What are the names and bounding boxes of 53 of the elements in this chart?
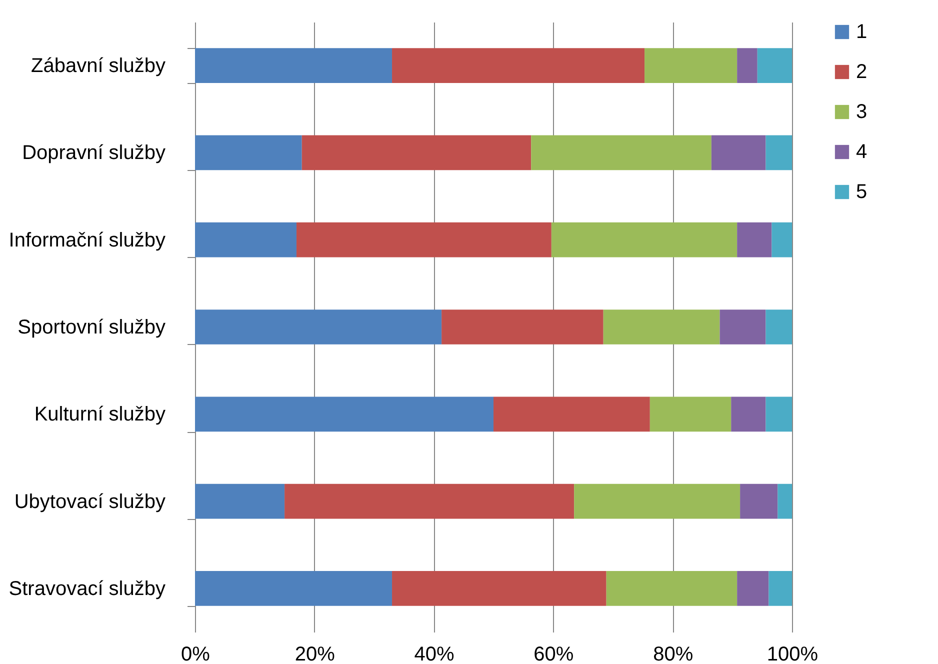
legend-label: 3 [856, 101, 868, 123]
bar [551, 222, 738, 258]
bar [766, 310, 792, 344]
bar [737, 48, 758, 83]
bar [494, 396, 650, 432]
bar [766, 135, 792, 170]
bar [442, 310, 604, 344]
bar [195, 48, 392, 83]
bar [720, 310, 766, 344]
y-tick-label: Ubytovací služby [14, 490, 166, 513]
bar [195, 484, 285, 519]
y-tick-label: Stravovací služby [8, 578, 166, 600]
x-tick-label: 40% [414, 644, 455, 664]
bar [392, 571, 606, 606]
legend-label: 4 [856, 141, 868, 163]
bar [711, 135, 766, 170]
bar [574, 484, 740, 519]
bar [195, 310, 442, 344]
bar [757, 48, 792, 83]
bar [392, 48, 645, 83]
bar [766, 396, 792, 432]
bar [195, 135, 302, 170]
x-tick-label: 100% [766, 644, 818, 664]
bar [195, 396, 494, 432]
bar [195, 571, 392, 606]
bar [650, 396, 732, 432]
bar [731, 396, 766, 432]
x-tick-label: 80% [653, 644, 694, 664]
legend-label: 2 [856, 61, 868, 83]
bar [284, 484, 574, 519]
bar [606, 571, 738, 606]
bar [737, 222, 772, 258]
y-tick-label: Informační služby [8, 229, 166, 252]
bar [740, 484, 778, 519]
bar [531, 135, 712, 170]
bar [778, 484, 792, 519]
bar [603, 310, 720, 344]
bar [296, 222, 552, 258]
bar [737, 571, 769, 606]
bar [644, 48, 738, 83]
bar [772, 222, 792, 258]
bar [302, 135, 532, 170]
y-tick-label: Dopravní služby [22, 142, 166, 164]
x-tick-label: 0% [181, 644, 210, 664]
x-tick-label: 20% [294, 644, 336, 664]
y-tick-label: Kulturní služby [34, 404, 166, 426]
legend-label: 1 [856, 21, 868, 43]
bar [195, 222, 296, 258]
bar [768, 571, 792, 606]
x-tick-label: 60% [534, 644, 574, 664]
y-tick-label: Zábavní služby [30, 55, 166, 78]
legend-label: 5 [856, 181, 868, 203]
y-tick-label: Sportovní služby [18, 316, 166, 338]
